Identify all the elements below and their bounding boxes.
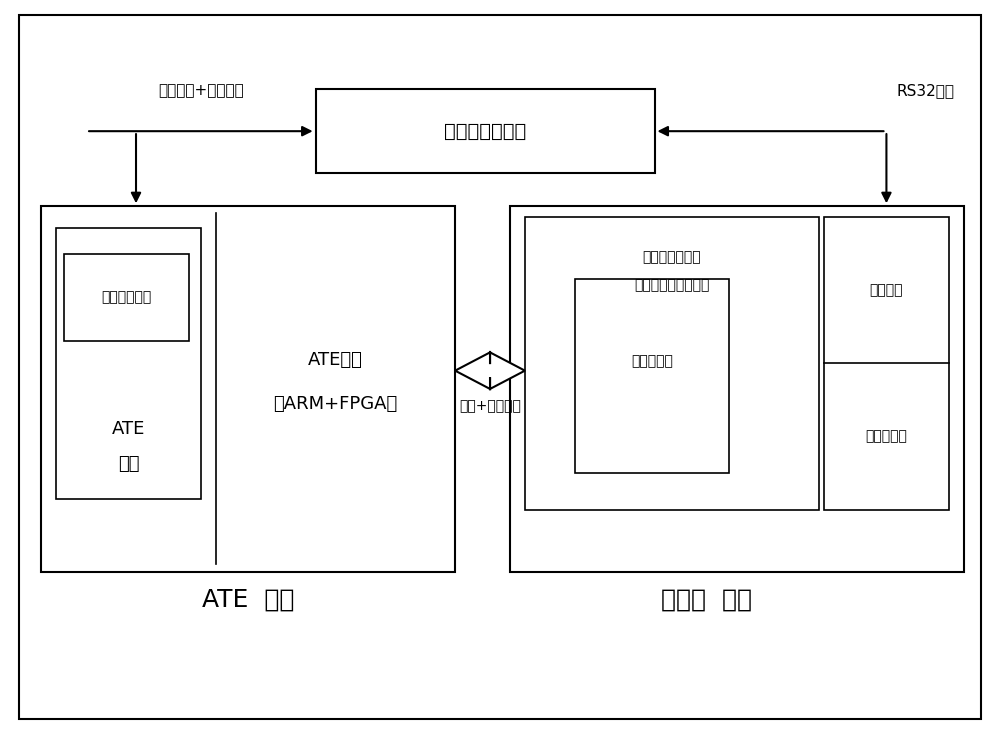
Polygon shape <box>455 352 525 389</box>
Text: 软件: 软件 <box>118 454 139 473</box>
Bar <box>525 217 819 509</box>
Bar <box>316 89 655 173</box>
Text: 虚拟按键+系统通信: 虚拟按键+系统通信 <box>158 84 244 98</box>
Text: （提供高低温环境）: （提供高低温环境） <box>634 278 710 292</box>
Text: 高低温设备硬件: 高低温设备硬件 <box>643 250 701 264</box>
Bar <box>575 279 729 473</box>
Text: ATE硬件: ATE硬件 <box>308 351 363 368</box>
Text: 客户测试程序: 客户测试程序 <box>101 291 152 305</box>
Text: （ARM+FPGA）: （ARM+FPGA） <box>273 395 398 413</box>
Text: 高低温  设备: 高低温 设备 <box>661 587 752 611</box>
Text: ATE: ATE <box>112 420 145 438</box>
Text: 待测芯片组: 待测芯片组 <box>631 355 673 368</box>
Bar <box>64 254 189 341</box>
Bar <box>56 228 201 498</box>
Text: 数字+电源通道: 数字+电源通道 <box>459 399 521 413</box>
Text: 通信接口: 通信接口 <box>870 283 903 297</box>
Text: ATE  设备: ATE 设备 <box>202 587 294 611</box>
Bar <box>510 206 964 572</box>
Text: 高低温软件: 高低温软件 <box>865 429 907 443</box>
Bar <box>41 206 455 572</box>
Text: RS32串口: RS32串口 <box>896 84 954 98</box>
Text: 上位机主控程序: 上位机主控程序 <box>444 122 526 141</box>
Bar <box>824 217 949 509</box>
